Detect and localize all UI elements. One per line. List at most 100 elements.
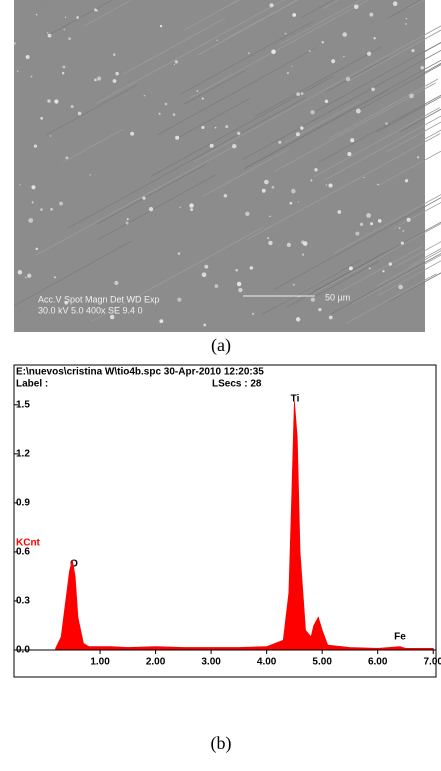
sem-particle — [35, 247, 39, 251]
spectrum-frame — [13, 364, 437, 678]
sem-scratch — [376, 250, 441, 287]
sem-particle — [28, 218, 34, 223]
sem-particle — [19, 184, 21, 186]
sem-particle — [177, 252, 181, 255]
sem-particle — [369, 12, 374, 17]
sem-particle — [370, 222, 374, 226]
sem-scratch — [189, 0, 369, 99]
sem-particle — [318, 308, 322, 312]
sem-scratch — [91, 226, 265, 322]
sem-particle — [405, 23, 407, 25]
sem-particle — [70, 105, 74, 109]
sem-particle — [278, 140, 282, 144]
sem-particle — [354, 4, 359, 10]
sem-scratch — [315, 42, 441, 112]
sem-particle — [355, 231, 360, 236]
sem-particle — [295, 317, 301, 322]
sem-particle — [409, 93, 414, 99]
sem-particle — [269, 3, 274, 8]
spectrum-area — [55, 401, 434, 651]
sem-scratch — [275, 270, 341, 307]
sem-particle — [404, 179, 409, 183]
sem-info-header: Acc.V Spot Magn Det WD Exp — [38, 294, 160, 304]
sem-particle — [237, 131, 241, 136]
sem-particle — [251, 312, 255, 315]
sem-particle — [47, 33, 52, 38]
sem-particle — [96, 9, 98, 12]
sem-particle — [109, 314, 115, 320]
sem-scratch — [387, 0, 422, 19]
sem-particle — [214, 284, 219, 288]
sem-particle — [13, 42, 16, 45]
sem-scratch — [183, 0, 240, 31]
sem-scratch — [278, 0, 362, 46]
sem-scratch — [180, 20, 314, 95]
sem-particle — [204, 264, 209, 269]
y-axis-label: KCnt — [16, 538, 41, 549]
sem-particle — [179, 206, 181, 209]
sem-scratch — [392, 241, 441, 269]
sem-scratch — [378, 150, 441, 186]
sem-particle — [268, 240, 273, 246]
sem-scratch — [330, 253, 441, 315]
sem-particle — [77, 111, 82, 116]
sem-particle — [125, 221, 129, 225]
sem-scratch — [399, 108, 441, 133]
sem-particle — [159, 319, 164, 324]
sem-particle — [267, 237, 270, 240]
sem-particle — [196, 90, 199, 92]
sem-particle — [245, 211, 250, 216]
sem-particle — [68, 37, 71, 40]
sem-scratch — [183, 70, 245, 105]
sem-scratch — [422, 129, 441, 141]
sem-particle — [159, 24, 163, 28]
sem-particle — [359, 222, 364, 226]
scale-bar-label: 50 µm — [325, 292, 350, 302]
sem-scratch — [244, 89, 389, 170]
sem-particle — [377, 183, 379, 186]
sem-particle — [130, 131, 135, 136]
sem-scratch — [96, 163, 206, 225]
sem-particle — [271, 185, 275, 189]
sem-scratch — [388, 272, 441, 302]
sem-particle — [373, 37, 376, 40]
sem-particle — [348, 266, 353, 271]
sem-scratch — [95, 0, 285, 104]
sem-particle — [296, 92, 301, 97]
sem-particle — [347, 152, 352, 157]
sem-particle — [366, 51, 372, 56]
sem-particle — [33, 144, 38, 148]
sem-particle — [63, 28, 65, 31]
sem-particle — [148, 207, 154, 212]
sem-particle — [314, 168, 318, 172]
sem-particle — [284, 32, 287, 35]
sem-particle — [177, 297, 182, 302]
sem-particle — [164, 102, 168, 106]
y-tick-label: 1.5 — [16, 399, 30, 410]
sem-particle — [398, 284, 403, 290]
sem-particle — [24, 276, 27, 279]
sem-particle — [158, 112, 161, 115]
peak-label-fe: Fe — [394, 632, 406, 643]
sem-particle — [172, 113, 176, 116]
sem-particle — [286, 71, 289, 75]
sem-particle — [236, 281, 242, 287]
sem-particle — [190, 208, 194, 212]
sem-particle — [269, 215, 271, 217]
sem-particle — [25, 55, 30, 59]
sem-particle — [174, 60, 179, 64]
sem-particle — [27, 273, 32, 278]
sem-scratch — [262, 259, 362, 315]
peak-label-o: O — [70, 559, 78, 570]
sem-scratch — [273, 197, 441, 290]
sem-particle — [59, 201, 64, 206]
sem-scratch — [333, 194, 441, 254]
sem-particle — [385, 122, 388, 125]
sem-scratch — [328, 78, 439, 140]
sem-scratch — [67, 96, 307, 229]
sem-particle — [398, 227, 401, 230]
sem-particle — [328, 183, 333, 188]
sem-particle — [249, 266, 254, 270]
sem-particle — [46, 32, 49, 34]
